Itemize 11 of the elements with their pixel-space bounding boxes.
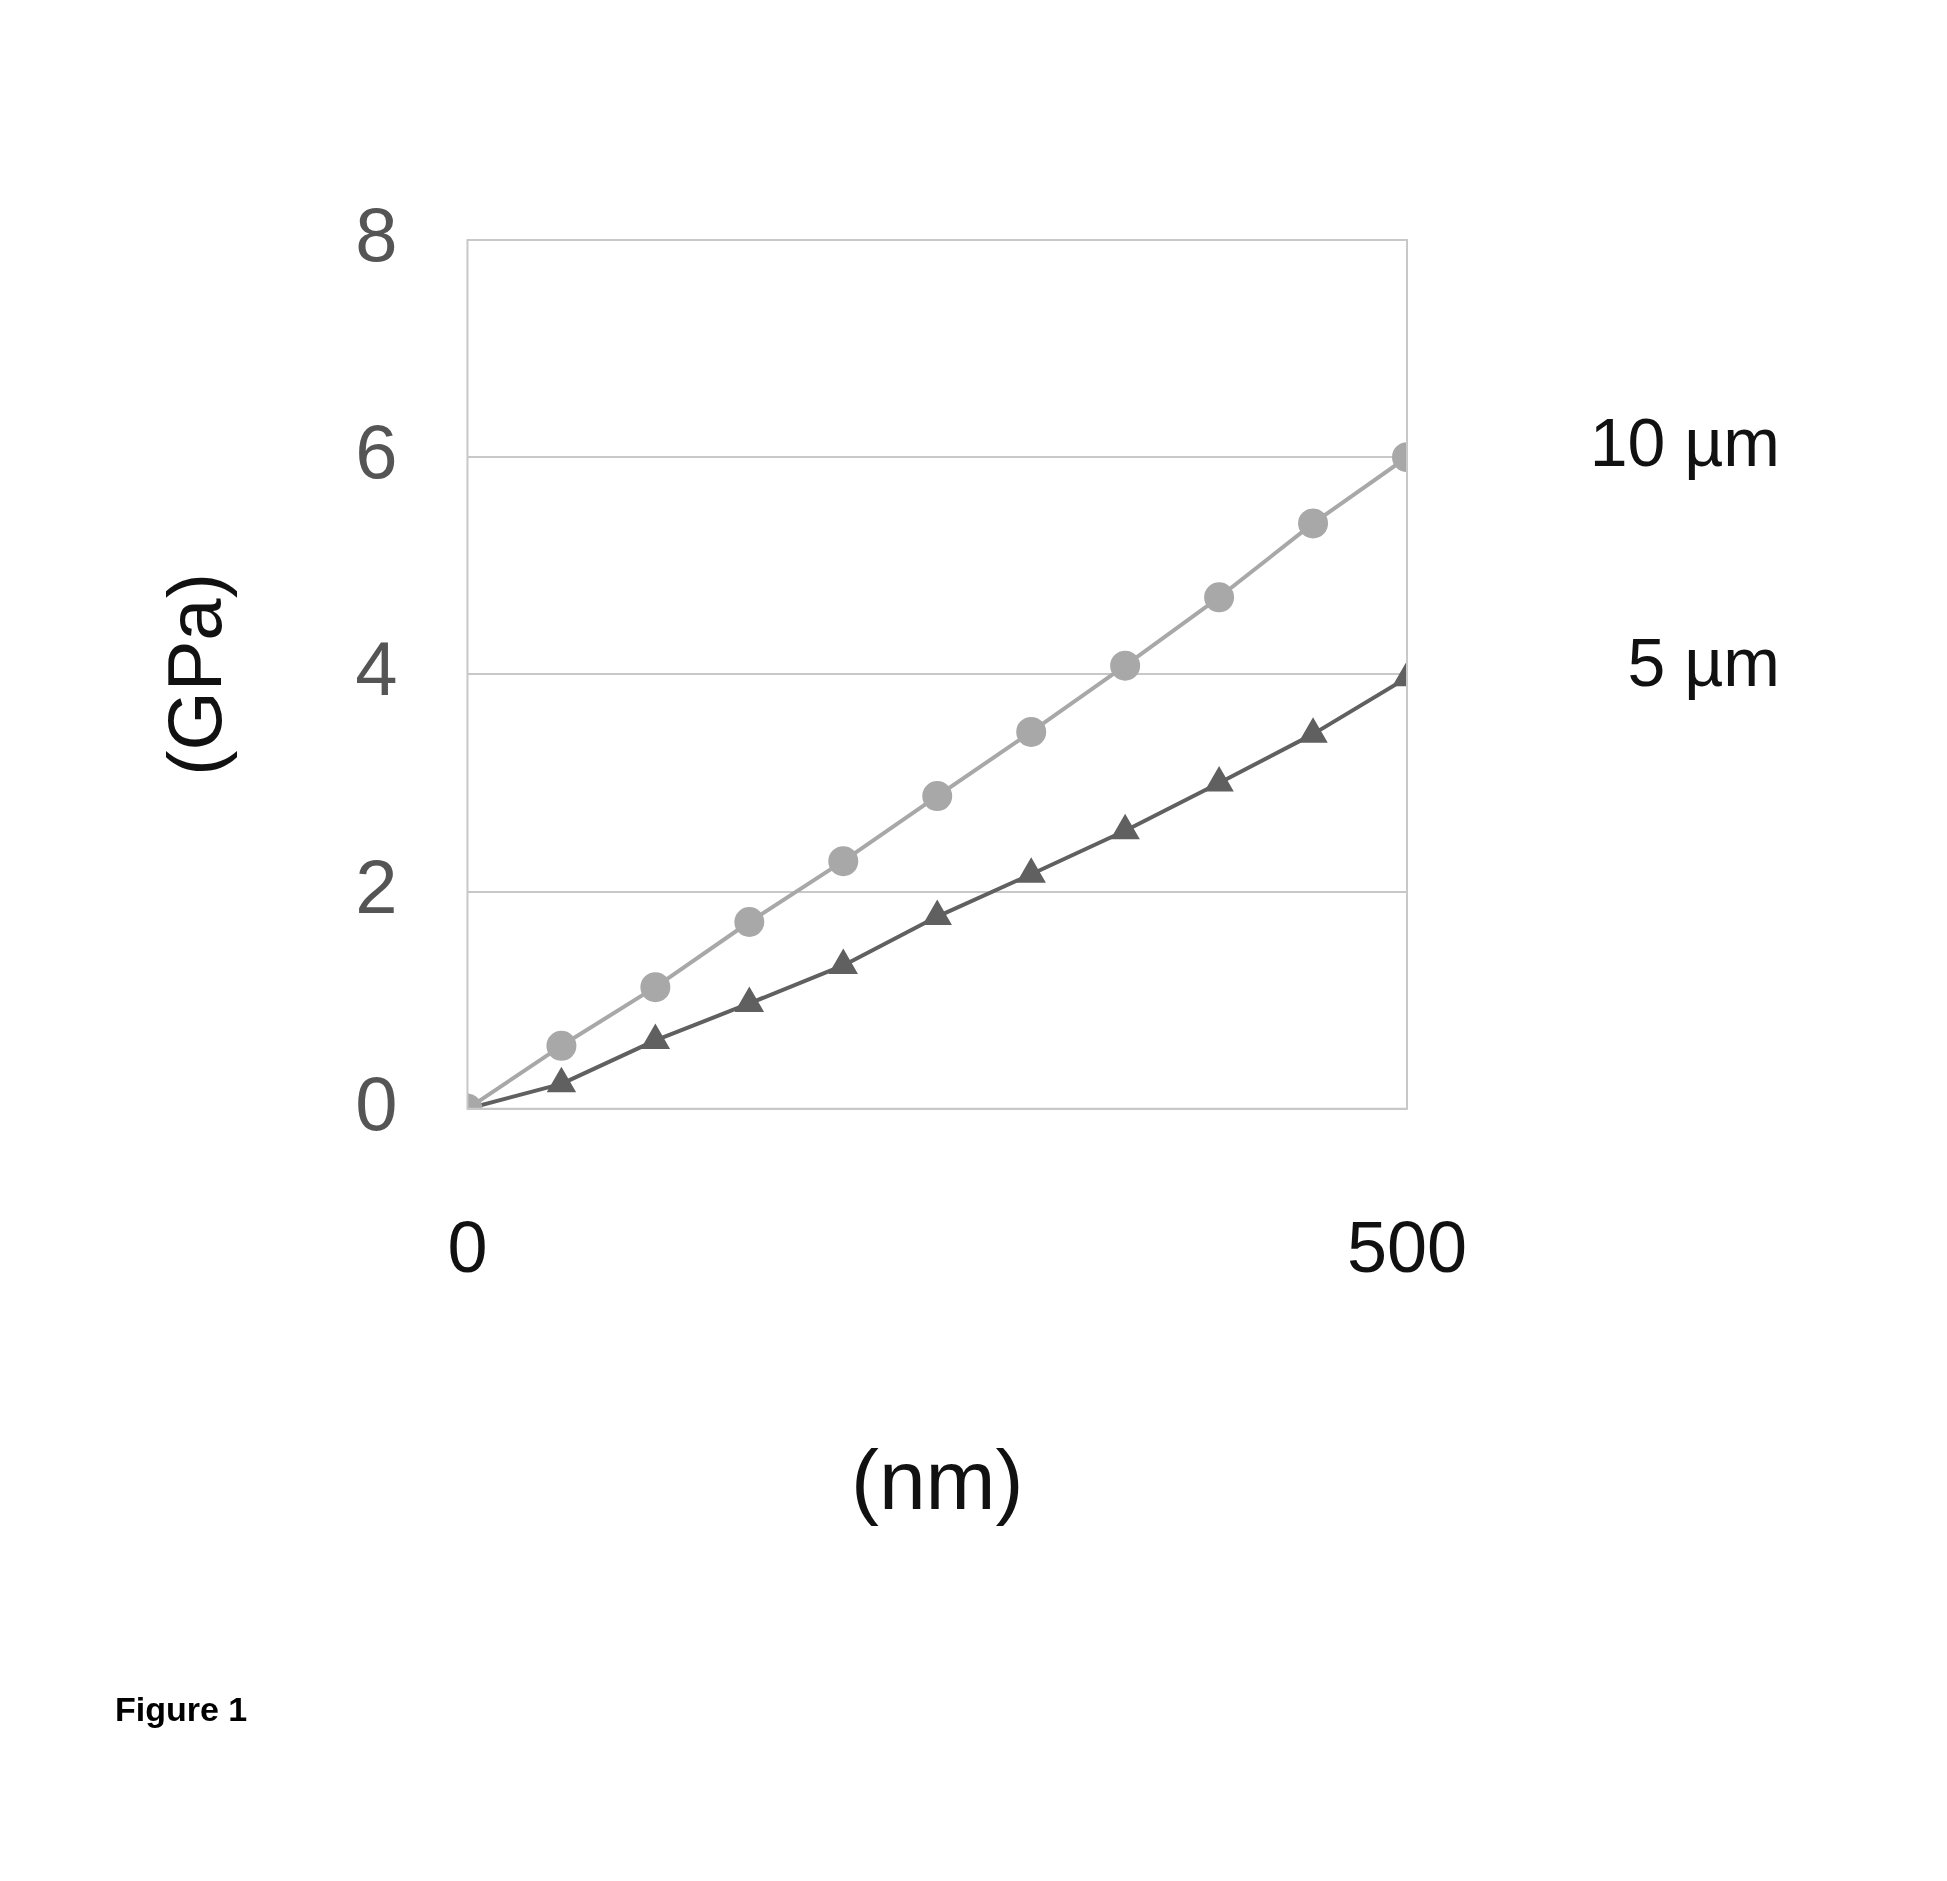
y-tick-label: 0 — [355, 1060, 398, 1146]
text: 5 µm — [1627, 624, 1780, 701]
text: 10 µm — [1589, 403, 1780, 480]
y-tick-label: 4 — [355, 626, 398, 712]
x-axis-title: (nm) — [850, 1432, 1024, 1527]
y-tick-label: 6 — [355, 409, 398, 495]
y-tick-label: 2 — [355, 843, 398, 929]
y-tick-label: 8 — [355, 191, 398, 277]
x-tick-label: 500 — [1346, 1206, 1468, 1287]
y-axis-title: (GPa) — [151, 573, 237, 776]
caption: Figure 1 — [115, 1690, 248, 1729]
